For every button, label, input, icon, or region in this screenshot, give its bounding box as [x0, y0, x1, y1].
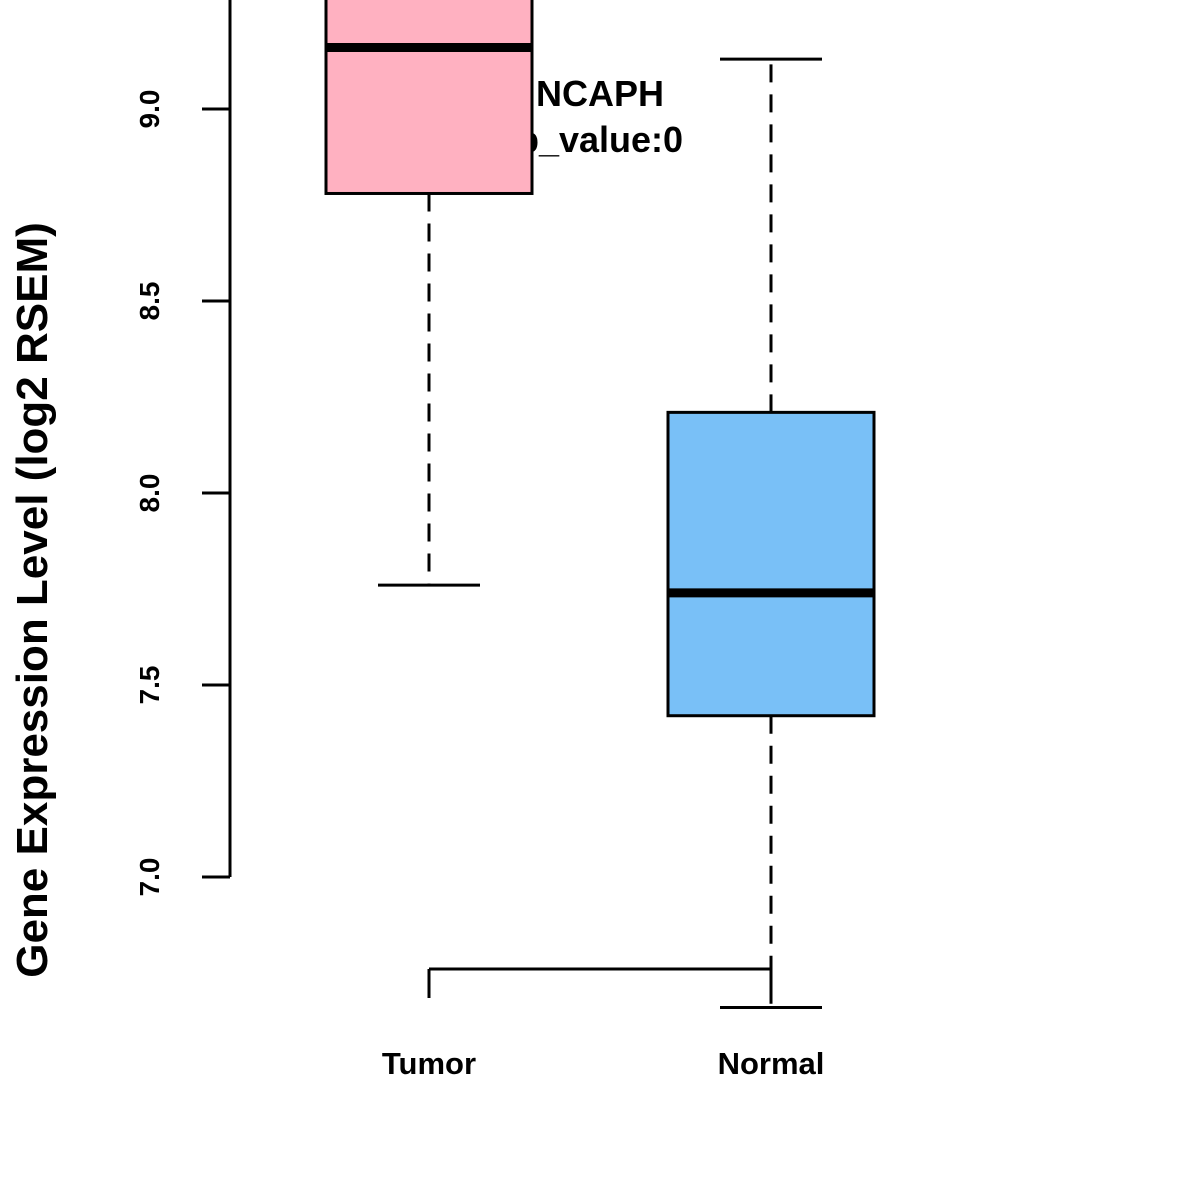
y-tick-label: 8.0 — [134, 474, 165, 513]
boxes-group — [324, 0, 876, 1010]
iqr-box — [324, 0, 534, 195]
y-tick-label: 7.5 — [134, 666, 165, 705]
chart-title: NCAPH — [536, 73, 664, 114]
box-tumor — [324, 0, 534, 587]
x-axis: Tumor Normal — [382, 967, 825, 1081]
y-tick-label: 9.0 — [134, 90, 165, 129]
iqr-box — [666, 410, 876, 718]
y-tick-label: 8.5 — [134, 282, 165, 321]
x-tick-label: Tumor — [382, 1046, 476, 1081]
box-normal — [666, 57, 876, 1010]
y-axis: 7.07.58.08.59.09.510.0 — [134, 0, 232, 897]
y-tick-label: 7.0 — [134, 858, 165, 897]
y-axis-label: Gene Expression Level (log2 RSEM) — [8, 222, 57, 978]
x-tick-label: Normal — [718, 1046, 825, 1081]
chart-subtitle: p_value:0 — [517, 119, 683, 160]
